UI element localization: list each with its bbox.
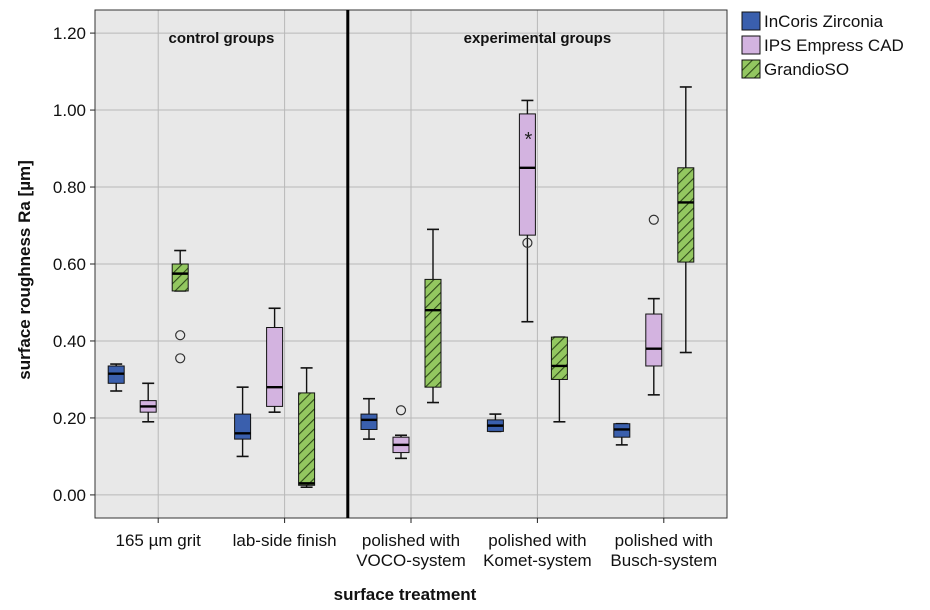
x-tick-label: Komet-system <box>483 551 592 570</box>
legend-label: InCoris Zirconia <box>764 12 884 31</box>
y-tick-label: 0.00 <box>53 486 86 505</box>
outlier-point <box>175 353 186 364</box>
y-axis-label: surface roughness Ra [µm] <box>15 160 34 380</box>
box <box>424 278 442 388</box>
x-tick-label: polished with <box>615 531 713 550</box>
group-label-experimental: experimental groups <box>464 30 612 47</box>
box <box>518 113 536 236</box>
x-tick-label: polished with <box>362 531 460 550</box>
box <box>234 413 252 440</box>
box <box>266 327 284 407</box>
x-tick-label: lab-side finish <box>233 531 337 550</box>
legend-swatch <box>741 35 761 55</box>
series-grandioso <box>171 86 695 489</box>
series-ips-empress-cad: * <box>139 99 663 460</box>
outlier-point <box>648 214 659 225</box>
extreme-point: * <box>525 129 533 151</box>
legend-label: IPS Empress CAD <box>764 36 904 55</box>
y-tick-label: 0.40 <box>53 332 86 351</box>
grid-lines <box>95 10 727 518</box>
legend-swatch <box>741 59 761 79</box>
legend-label: GrandioSO <box>764 60 849 79</box>
legend: InCoris Zirconia IPS Empress CAD GrandioSO <box>741 11 904 79</box>
box <box>677 167 695 263</box>
x-tick-label: 165 µm grit <box>116 531 202 550</box>
box <box>298 392 316 486</box>
y-tick-label: 0.20 <box>53 409 86 428</box>
box <box>360 413 378 430</box>
group-label-control: control groups <box>168 30 274 47</box>
outlier-point <box>522 237 533 248</box>
x-axis-label: surface treatment <box>334 585 477 604</box>
y-tick-label: 1.00 <box>53 101 86 120</box>
y-tick-label: 0.80 <box>53 178 86 197</box>
x-tick-label: Busch-system <box>610 551 717 570</box>
x-tick-label: polished with <box>488 531 586 550</box>
y-tick-label: 0.60 <box>53 255 86 274</box>
y-tick-label: 1.20 <box>53 24 86 43</box>
x-tick-label: VOCO-system <box>356 551 466 570</box>
series-incoris-zirconia <box>107 363 631 458</box>
box <box>645 313 663 367</box>
box <box>550 336 568 380</box>
box <box>171 263 189 292</box>
legend-swatch <box>741 11 761 31</box>
outlier-point <box>395 405 407 416</box>
outlier-point <box>175 330 186 341</box>
